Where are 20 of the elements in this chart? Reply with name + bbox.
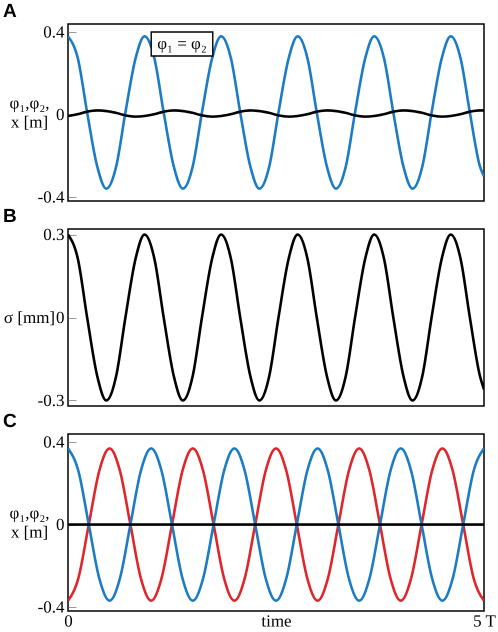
chart-title: B [3, 206, 17, 227]
y-tick-label: 0.3 [43, 225, 64, 244]
x-axis-title: time [261, 612, 292, 630]
y-tick-label: 0 [56, 105, 64, 124]
annotation: φ₁ = φ₂ [157, 34, 207, 53]
chart-title: A [3, 1, 17, 22]
line-series [68, 35, 484, 190]
y-tick-label: 0.4 [43, 432, 65, 452]
y-axis-title: σ [mm] [4, 308, 56, 327]
y-tick-label: 0 [56, 308, 64, 327]
line-series [68, 447, 484, 602]
y-axis-title: φ₁,φ₂, x [m] [10, 94, 50, 132]
y-axis-title: φ₁,φ₂, x [m] [10, 504, 50, 542]
y-tick-label: 0 [56, 515, 64, 534]
y-tick-label: 0.4 [43, 22, 65, 42]
y-tick-label: -0.3 [38, 390, 64, 410]
y-tick-label: -0.4 [38, 597, 65, 616]
x-tick-label: 5 T [473, 612, 497, 630]
chart-title: C [3, 411, 17, 432]
y-tick-label: -0.4 [38, 187, 65, 206]
